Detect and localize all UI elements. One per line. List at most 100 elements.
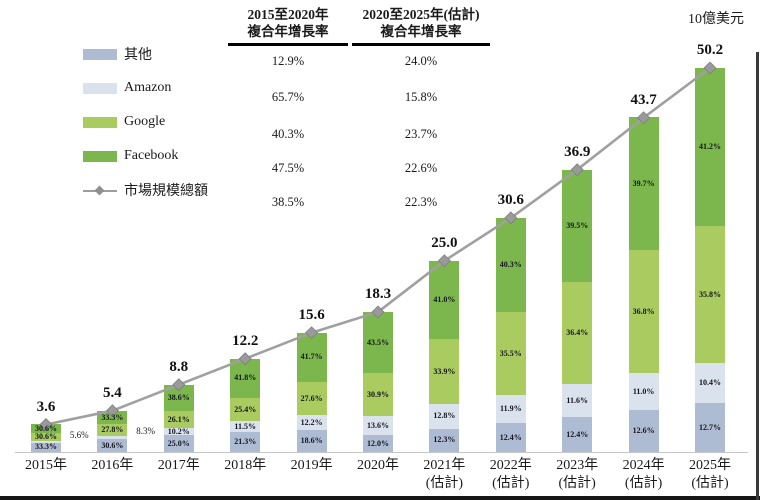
bar-segment-others [695, 403, 725, 452]
unit-label: 10億美元 [688, 12, 744, 27]
x-axis-label: 2021年 (估計) [409, 457, 479, 493]
bar-segment-google [429, 339, 460, 404]
segment-value-google: 30.6% [35, 432, 57, 442]
cagr-value: 12.9% [271, 54, 305, 68]
cagr-value: 40.3% [271, 127, 305, 141]
segment-value-amazon: 12.2% [300, 417, 323, 427]
bar-segment-facebook [628, 117, 659, 251]
segment-value-facebook: 39.7% [632, 178, 655, 188]
cagr-value: 65.7% [271, 90, 305, 104]
x-axis-label-year: 2025年 [689, 458, 731, 473]
x-axis-label-estimate: (估計) [558, 476, 596, 491]
segment-value-facebook: 30.6% [35, 423, 57, 433]
segment-value-amazon: 10.2% [167, 426, 190, 436]
segment-value-others: 12.0% [367, 438, 389, 448]
legend-item-others: 其他 [83, 47, 208, 63]
bar-segment-facebook [429, 260, 460, 340]
cagr-value: 22.3% [404, 195, 438, 209]
segment-value-facebook: 41.2% [699, 141, 721, 151]
x-axis-label: 2023年 (估計) [542, 457, 612, 493]
segment-value-others: 21.3% [234, 437, 257, 447]
line-marker-diamond [504, 211, 518, 225]
x-axis-label: 2022年 (估計) [476, 457, 546, 493]
segment-value-google: 27.8% [101, 425, 124, 435]
total-value-label: 8.8 [169, 358, 189, 375]
total-value-label: 25.0 [431, 234, 458, 251]
legend-swatch-google [83, 116, 117, 128]
cagr-value: 24.0% [404, 54, 438, 68]
x-axis-label-year: 2023年 [556, 458, 599, 473]
segment-value-facebook: 41.0% [433, 295, 456, 304]
segment-value-others: 12.3% [433, 435, 456, 445]
segment-value-others: 12.6% [632, 425, 655, 435]
segment-value-google: 35.5% [499, 348, 522, 358]
x-axis-label: 2016年 [77, 457, 147, 475]
page-border-bottom [0, 496, 760, 500]
x-axis-label: 2020年 [343, 457, 413, 475]
cagr-value: 47.5% [271, 161, 305, 175]
total-line [45, 66, 711, 426]
segment-value-others: 25.0% [167, 438, 190, 448]
legend-item-total-line: 市場規模總額 [83, 183, 208, 199]
legend-swatch-amazon [83, 82, 117, 94]
cagr-header-line1: 2020至2025年(估計) [362, 7, 480, 22]
legend-label: 其他 [124, 48, 152, 63]
bar-segment-others [296, 429, 327, 452]
total-value-label: 15.6 [298, 306, 325, 323]
segment-value-amazon: 10.4% [699, 378, 721, 388]
x-axis-label-year: 2016年 [91, 458, 134, 473]
bar-segment-amazon [363, 416, 393, 436]
segment-value-google: 33.9% [433, 366, 456, 376]
legend-line-swatch [83, 185, 117, 196]
x-axis-label: 2025年 (估計) [675, 457, 745, 493]
bar-segment-amazon [97, 435, 128, 440]
bar-segment-google [97, 424, 128, 436]
segment-value-others: 12.4% [499, 432, 522, 442]
segment-value-facebook: 41.8% [234, 373, 257, 383]
bar-segment-google [495, 312, 526, 396]
x-axis-label-estimate: (估計) [492, 476, 530, 491]
x-axis-label: 2024年 (估計) [609, 457, 679, 493]
total-value-label: 43.7 [630, 91, 657, 108]
bar-segment-amazon [429, 404, 460, 429]
x-axis-label: 2018年 [210, 457, 280, 475]
bar-segment-facebook [495, 217, 526, 312]
bar-segment-google [296, 382, 327, 416]
segment-value-others: 18.6% [300, 435, 323, 445]
legend-label: Amazon [124, 80, 172, 95]
x-axis-label: 2015年 [11, 457, 81, 475]
bar-segment-others [31, 442, 61, 452]
segment-value-google: 25.4% [234, 404, 257, 414]
line-marker-diamond [703, 61, 717, 75]
segment-value-facebook: 39.5% [566, 220, 589, 230]
line-marker-diamond [172, 378, 186, 392]
x-axis-label-year: 2020年 [357, 458, 399, 473]
legend-item-google: Google [83, 114, 208, 129]
total-value-label: 50.2 [696, 42, 724, 58]
segment-value-facebook: 38.6% [167, 392, 190, 402]
x-axis-label: 2017年 [144, 457, 214, 475]
bar-segment-amazon [495, 395, 526, 423]
bar-segment-facebook [695, 67, 725, 226]
bar-segment-amazon [296, 415, 327, 430]
line-marker-diamond [437, 254, 451, 268]
segment-value-google: 36.4% [566, 327, 589, 337]
x-axis-label-year: 2017年 [157, 458, 200, 473]
total-value-label: 36.9 [564, 143, 591, 160]
segment-value-others: 33.3% [35, 442, 57, 452]
segment-value-google: 27.6% [300, 393, 323, 403]
bar-segment-google [163, 410, 194, 429]
line-marker-diamond [637, 111, 651, 125]
line-marker-diamond [371, 305, 385, 319]
segment-value-facebook: 40.3% [499, 259, 522, 269]
segment-value-google: 35.8% [699, 289, 721, 299]
cagr-value: 38.5% [271, 195, 305, 209]
segment-value-amazon: 11.9% [500, 404, 522, 413]
segment-value-google: 30.9% [367, 389, 389, 399]
x-axis-label-estimate: (估計) [624, 476, 663, 491]
segment-value-amazon: 11.6% [566, 395, 588, 405]
total-value-label: 5.4 [103, 384, 122, 401]
bar-segment-google [562, 281, 593, 385]
x-axis-label-year: 2018年 [224, 458, 267, 473]
